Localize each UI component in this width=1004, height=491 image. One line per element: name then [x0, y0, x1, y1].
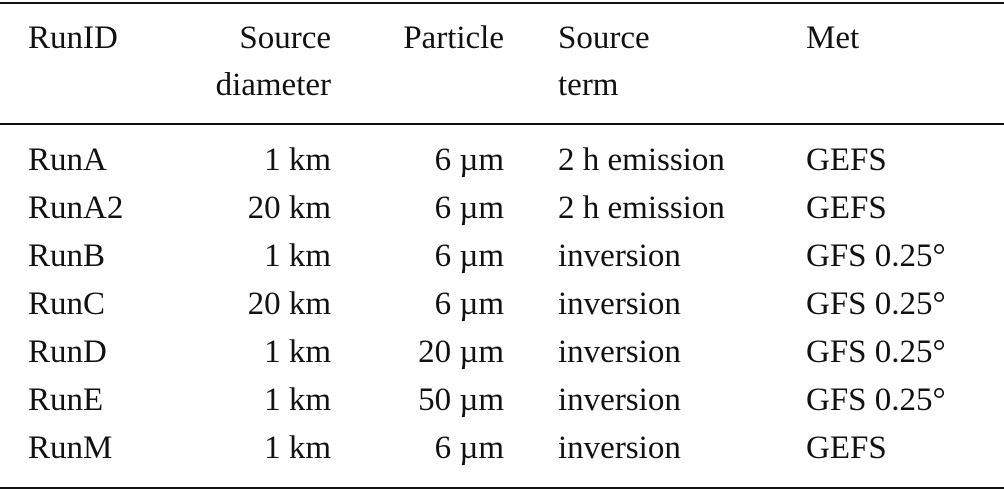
table-cell: 6 µm [434, 430, 504, 466]
table-cell: RunM [28, 430, 113, 466]
table-cell: GEFS [806, 142, 887, 178]
header-rule [0, 123, 1004, 125]
table-cell: inversion [558, 286, 681, 322]
table-cell: GFS 0.25° [806, 238, 946, 274]
table-cell: GFS 0.25° [806, 334, 946, 370]
table-cell: inversion [558, 382, 681, 418]
header-cell: Particle [403, 20, 504, 56]
table-cell: 6 µm [434, 286, 504, 322]
header-cell: Met [806, 20, 860, 56]
bottom-rule [0, 487, 1004, 489]
table-cell: 20 km [247, 190, 331, 226]
table-cell: 2 h emission [558, 190, 725, 226]
header-cell: Source [558, 20, 650, 56]
header-cell: RunID [28, 20, 118, 56]
table-cell: GFS 0.25° [806, 286, 946, 322]
table-cell: inversion [558, 334, 681, 370]
table-cell: GEFS [806, 430, 887, 466]
top-rule [0, 2, 1004, 4]
header-cell: diameter [215, 67, 331, 103]
table-cell: 6 µm [434, 142, 504, 178]
table-cell: inversion [558, 238, 681, 274]
table-cell: GFS 0.25° [806, 382, 946, 418]
table-cell: 50 µm [418, 382, 504, 418]
table-cell: 6 µm [434, 238, 504, 274]
table-cell: RunB [28, 238, 106, 274]
table-cell: 1 km [264, 142, 331, 178]
table-cell: 6 µm [434, 190, 504, 226]
header-cell: term [558, 67, 619, 103]
table-cell: inversion [558, 430, 681, 466]
table-cell: 1 km [264, 430, 331, 466]
table-cell: 2 h emission [558, 142, 725, 178]
table-cell: RunA [28, 142, 107, 178]
table-cell: 20 km [247, 286, 331, 322]
table-cell: 1 km [264, 382, 331, 418]
table-cell: GEFS [806, 190, 887, 226]
table-cell: RunA2 [28, 190, 124, 226]
table-cell: 20 µm [418, 334, 504, 370]
table-cell: 1 km [264, 334, 331, 370]
table-cell: 1 km [264, 238, 331, 274]
table-cell: RunE [28, 382, 104, 418]
header-cell: Source [239, 20, 331, 56]
table-cell: RunD [28, 334, 107, 370]
table-cell: RunC [28, 286, 106, 322]
